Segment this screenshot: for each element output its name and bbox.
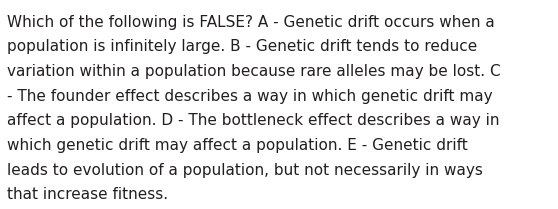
Text: leads to evolution of a population, but not necessarily in ways: leads to evolution of a population, but … xyxy=(7,163,483,178)
Text: affect a population. D - The bottleneck effect describes a way in: affect a population. D - The bottleneck … xyxy=(7,113,500,128)
Text: population is infinitely large. B - Genetic drift tends to reduce: population is infinitely large. B - Gene… xyxy=(7,39,478,54)
Text: - The founder effect describes a way in which genetic drift may: - The founder effect describes a way in … xyxy=(7,89,493,104)
Text: variation within a population because rare alleles may be lost. C: variation within a population because ra… xyxy=(7,64,501,79)
Text: which genetic drift may affect a population. E - Genetic drift: which genetic drift may affect a populat… xyxy=(7,138,468,153)
Text: that increase fitness.: that increase fitness. xyxy=(7,187,169,202)
Text: Which of the following is FALSE? A - Genetic drift occurs when a: Which of the following is FALSE? A - Gen… xyxy=(7,15,495,30)
